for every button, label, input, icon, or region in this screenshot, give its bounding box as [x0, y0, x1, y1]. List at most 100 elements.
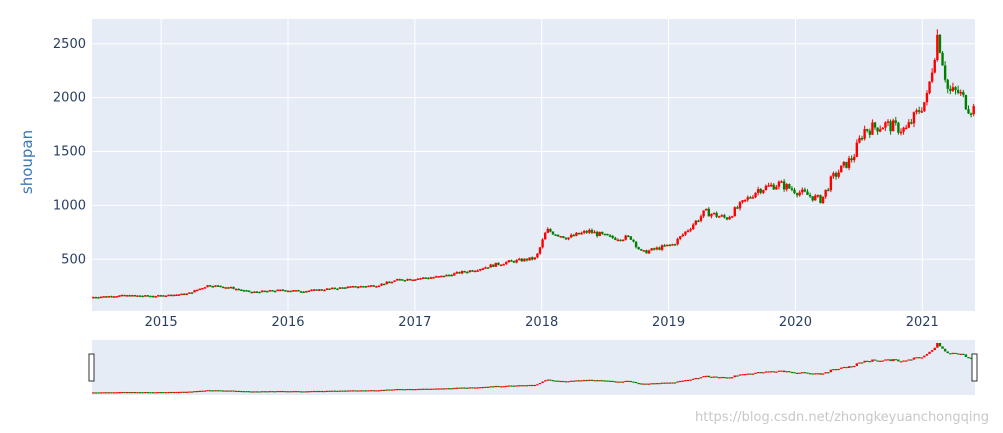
x-tick-label: 2015 [145, 315, 178, 330]
candle-body [816, 195, 820, 197]
mini-candle [346, 390, 350, 392]
mini-candle [369, 390, 373, 392]
rangeslider-left-handle[interactable] [88, 353, 95, 382]
candle-body [331, 287, 334, 290]
rangeslider-background[interactable] [92, 340, 975, 395]
candle-body [684, 231, 687, 235]
mini-candle [94, 392, 98, 394]
mini-candle [120, 391, 124, 394]
mini-candle [432, 388, 435, 390]
candle-body [673, 244, 677, 246]
mini-candle [421, 388, 425, 390]
mini-candle [146, 392, 150, 394]
candle-body [751, 197, 755, 199]
mini-candle [598, 380, 601, 382]
mini-candle [195, 390, 199, 393]
mini-candle [705, 375, 708, 377]
mini-candle [447, 388, 451, 390]
mini-candle [221, 390, 225, 392]
mini-candle [902, 360, 905, 362]
mini-candle [481, 386, 485, 389]
mini-candle [723, 376, 726, 379]
candle-body [793, 189, 796, 194]
candle-body [876, 127, 879, 132]
candle-body [507, 260, 511, 263]
candle-body [785, 184, 788, 190]
candle-body [255, 291, 259, 294]
candle-body [466, 271, 469, 274]
candle-body [884, 122, 887, 128]
mini-candle [697, 377, 700, 380]
mini-candle [227, 390, 230, 392]
mini-candle [164, 392, 168, 394]
candle-body [411, 279, 414, 282]
candle-body [458, 271, 461, 274]
mini-candle [289, 391, 292, 393]
mini-candle [603, 380, 607, 382]
mini-candle [320, 390, 324, 393]
candle-body [136, 295, 139, 297]
candle-body [198, 288, 201, 291]
mini-candle [486, 386, 490, 388]
candle-body [595, 231, 599, 237]
mini-candle [268, 391, 272, 393]
candle-body [736, 207, 739, 209]
mini-candle [756, 372, 760, 374]
candle-body [777, 181, 781, 187]
candle-body [245, 290, 248, 292]
candle-body [707, 208, 711, 217]
y-tick-label: 2000 [53, 91, 86, 106]
candle-body [299, 291, 303, 293]
mini-candle [715, 376, 718, 378]
candle-body [686, 230, 690, 233]
mini-candle [964, 354, 968, 358]
mini-candle [645, 383, 648, 385]
candle-body [710, 213, 713, 217]
mini-candle [237, 390, 240, 393]
candle-body [692, 224, 695, 230]
mini-candle [484, 386, 487, 388]
mini-candle [201, 390, 204, 392]
candle-body [611, 235, 614, 238]
candle-body [510, 260, 513, 262]
candle-body [910, 122, 913, 124]
candle-body [224, 287, 227, 289]
candle-body [647, 250, 651, 254]
candle-body [749, 197, 752, 199]
candle-body [354, 286, 357, 288]
candle-body [110, 296, 113, 298]
mini-candle [398, 388, 401, 391]
candle-body [185, 293, 188, 296]
candle-body [806, 191, 809, 195]
mini-candle [185, 391, 188, 393]
mini-candle [198, 390, 201, 392]
candle-body [562, 236, 565, 238]
candle-body [427, 277, 430, 280]
mini-candle [689, 379, 692, 381]
mini-candle [362, 390, 365, 392]
candle-body [588, 229, 591, 233]
rangeslider-right-handle[interactable] [971, 353, 978, 382]
mini-candle [395, 388, 399, 391]
mini-candle [629, 380, 633, 383]
candle-body [907, 122, 910, 128]
mini-candle [616, 381, 620, 383]
candle-body [666, 244, 669, 247]
candle-body [645, 250, 648, 254]
candle-body [850, 158, 853, 161]
mini-candle [505, 385, 508, 387]
candle-body [801, 189, 804, 193]
candle-body [531, 257, 534, 260]
candle-body [216, 285, 220, 287]
mini-candle [507, 385, 511, 387]
candle-body [655, 247, 659, 250]
mini-candle [915, 357, 918, 359]
mini-candle [157, 392, 160, 394]
candle-body [891, 120, 895, 132]
candle-body [442, 275, 446, 278]
mini-candle [790, 371, 794, 374]
candle-body [297, 290, 300, 292]
mini-candle [349, 390, 352, 392]
candle-body [634, 241, 638, 248]
mini-candle [866, 360, 869, 362]
